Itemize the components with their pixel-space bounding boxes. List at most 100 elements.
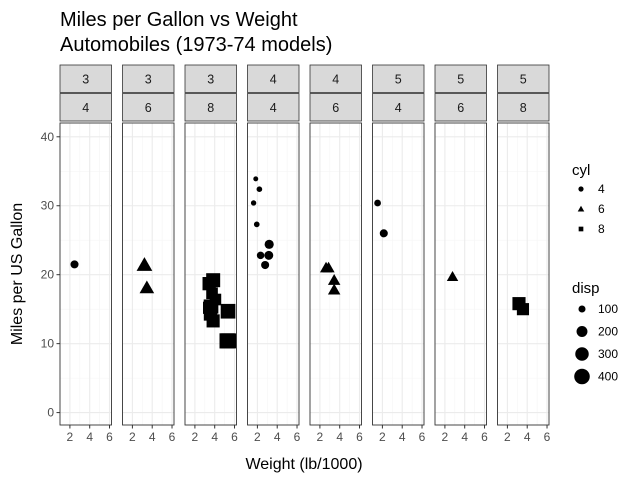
facet-strip-bottom: [184, 93, 237, 122]
data-point: [264, 239, 274, 249]
data-point: [379, 229, 388, 238]
legend-disp-label: 100: [598, 302, 618, 316]
x-tick-label: 2: [192, 430, 199, 444]
facet-strip-bottom: [122, 93, 175, 122]
facet-strip-top-label: 3: [207, 72, 214, 86]
data-point: [70, 260, 79, 269]
legend-disp-key: [575, 347, 589, 361]
x-tick-label: 4: [524, 430, 531, 444]
facet-strip-bottom-label: 6: [145, 101, 152, 115]
data-point: [206, 287, 218, 300]
x-tick-label: 6: [169, 430, 176, 444]
facet-strip-bottom-label: 8: [520, 101, 527, 115]
x-tick-label: 6: [481, 430, 488, 444]
panel-background: [122, 123, 174, 425]
data-point: [139, 280, 155, 294]
x-tick-label: 6: [231, 430, 238, 444]
data-point: [256, 186, 263, 193]
panel-background: [310, 123, 362, 425]
x-tick-label: 4: [86, 430, 93, 444]
facet-strip-bottom-label: 4: [395, 101, 402, 115]
facet-strip-bottom: [372, 93, 425, 122]
legend-disp-label: 300: [598, 347, 618, 361]
facet-strip-top-label: 3: [145, 72, 152, 86]
data-point: [261, 260, 270, 270]
data-point: [206, 314, 220, 328]
y-tick-label: 20: [41, 268, 55, 282]
facet-strip-top-label: 4: [270, 72, 277, 86]
facet-strip-top: [247, 64, 300, 93]
legend-disp-entry: 200: [576, 325, 618, 339]
facet-strip-top: [497, 64, 550, 93]
panel-border: [247, 122, 300, 426]
data-point: [446, 271, 459, 282]
legend-cyl-key: [578, 226, 584, 232]
legend-disp-label: 400: [598, 370, 618, 384]
x-tick-label: 2: [254, 430, 261, 444]
data-point: [206, 273, 221, 288]
facet-panel: 5 8 2 4 6: [497, 64, 551, 444]
x-tick-label: 2: [129, 430, 136, 444]
facet-panel: 362 4 6: [122, 64, 176, 444]
legend-cyl-key: [578, 186, 584, 192]
facet-strip-bottom-label: 8: [207, 101, 214, 115]
x-tick-label: 6: [419, 430, 426, 444]
facet-strip-top: [122, 64, 175, 93]
data-point: [327, 283, 341, 295]
facet-strip-bottom-label: 4: [270, 101, 277, 115]
legend-cyl-title: cyl: [572, 162, 590, 179]
x-tick-label: 4: [149, 430, 156, 444]
y-tick-label: 0: [47, 406, 54, 420]
facet-panel: 562 4 6: [434, 64, 488, 444]
legend: cyl 4 6 8 disp 100 200 300 400: [572, 162, 618, 385]
legend-cyl-entry: 4: [578, 182, 605, 196]
facet-strip-bottom-label: 6: [332, 101, 339, 115]
legend-cyl-entry: 8: [578, 222, 605, 236]
facet-strip-bottom: [247, 93, 300, 122]
x-tick-label: 4: [211, 430, 218, 444]
chart-title: Miles per Gallon vs Weight: [60, 9, 298, 31]
x-tick-label: 4: [336, 430, 343, 444]
panel-border: [59, 122, 112, 426]
data-point: [253, 221, 260, 228]
facet-strip-bottom-label: 4: [82, 101, 89, 115]
legend-cyl-key: [577, 205, 585, 212]
panel-background: [247, 123, 299, 425]
legend-cyl-label: 6: [598, 202, 605, 216]
data-point: [256, 251, 265, 260]
x-tick-label: 4: [399, 430, 406, 444]
facet-strip-top-label: 5: [457, 72, 464, 86]
facet-strip-top: [309, 64, 362, 93]
x-axis-title: Weight (lb/1000): [245, 456, 362, 473]
panel-background: [497, 123, 549, 425]
facet-panel: 462 4 6: [309, 64, 363, 444]
data-point: [203, 301, 216, 314]
facet-strip-top-label: 3: [82, 72, 89, 86]
legend-disp-entry: 400: [574, 368, 618, 385]
legend-disp-key: [576, 326, 588, 337]
panel-background: [372, 123, 424, 425]
facet-strip-top-label: 5: [395, 72, 402, 86]
data-point: [221, 333, 237, 349]
facet-strip-top: [184, 64, 237, 93]
facet-strip-top: [59, 64, 112, 93]
chart-subtitle: Automobiles (1973-74 models): [60, 34, 332, 56]
y-axis-title: Miles per US Gallon: [9, 203, 26, 345]
data-point: [516, 303, 530, 316]
facet-panel: 542 4 6: [372, 64, 426, 444]
data-point: [220, 303, 236, 319]
facet-strip-bottom: [497, 93, 550, 122]
legend-disp-entries: 100 200 300 400: [574, 302, 618, 385]
facet-panel: 442 4 6: [247, 64, 301, 444]
legend-disp-key: [574, 368, 590, 385]
facet-strip-bottom: [59, 93, 112, 122]
panel-border: [122, 122, 175, 426]
x-tick-label: 2: [504, 430, 511, 444]
data-point: [264, 250, 274, 260]
x-tick-label: 6: [356, 430, 363, 444]
x-tick-label: 2: [379, 430, 386, 444]
facet-strip-top: [434, 64, 487, 93]
facet-strip-top-label: 4: [332, 72, 339, 86]
x-tick-label: 6: [106, 430, 113, 444]
